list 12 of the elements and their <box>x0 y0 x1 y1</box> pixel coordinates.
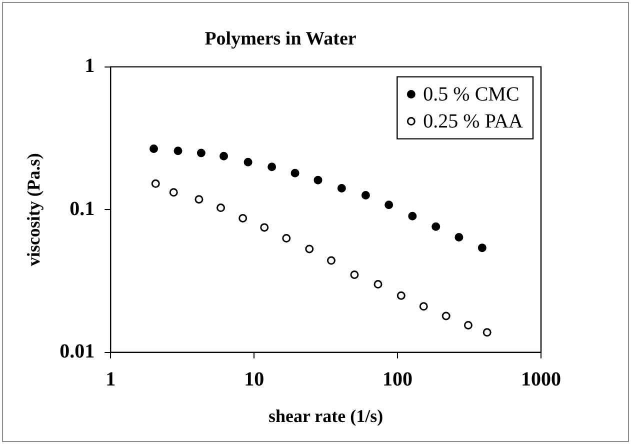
x-tick-label: 10 <box>244 368 264 391</box>
chart-title: Polymers in Water <box>204 28 357 50</box>
x-tick-label: 1000 <box>521 368 561 391</box>
y-axis-title: viscosity (Pa.s) <box>23 153 44 266</box>
y-tick-label: 0.01 <box>60 340 95 363</box>
y-tick-label: 1 <box>84 54 95 77</box>
x-axis-title: shear rate (1/s) <box>268 406 384 426</box>
x-tick-label: 1 <box>106 368 116 391</box>
legend-label: 0.5 % CMC <box>423 84 520 106</box>
legend-label: 0.25 % PAA <box>423 110 524 133</box>
y-tick-label: 0.1 <box>70 198 95 220</box>
x-tick-label: 100 <box>382 368 413 391</box>
